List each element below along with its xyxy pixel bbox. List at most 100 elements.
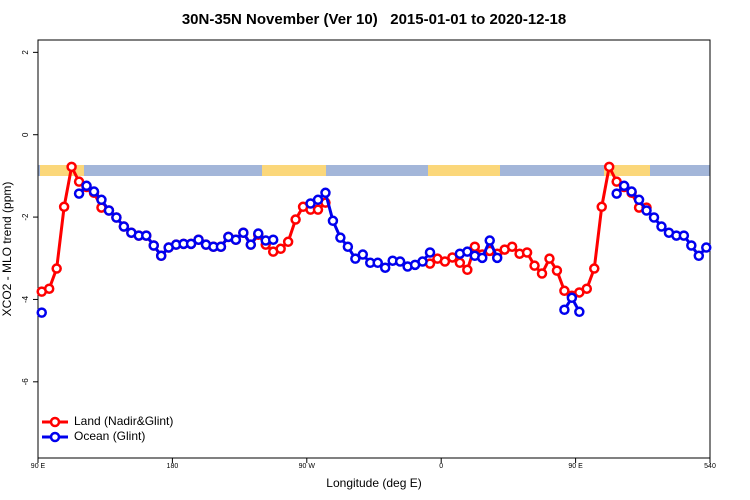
point xyxy=(73,188,85,199)
point xyxy=(536,268,548,279)
point xyxy=(701,242,712,253)
point xyxy=(506,241,518,252)
point xyxy=(379,262,391,273)
point xyxy=(633,194,645,206)
point xyxy=(544,253,555,264)
point xyxy=(394,256,406,267)
point xyxy=(245,239,257,250)
point xyxy=(462,246,473,257)
mask-land xyxy=(428,165,500,176)
point xyxy=(566,292,578,304)
point xyxy=(618,180,630,192)
point xyxy=(141,230,152,241)
point xyxy=(148,240,159,251)
chart-title: 30N-35N November (Ver 10) 2015-01-01 to … xyxy=(182,11,566,28)
point xyxy=(559,285,570,297)
point xyxy=(275,243,286,255)
point xyxy=(589,263,600,274)
point xyxy=(88,186,100,197)
point xyxy=(342,241,354,252)
point xyxy=(424,247,436,258)
x-tick-label: 180 xyxy=(167,463,179,470)
point xyxy=(574,306,585,318)
y-tick-label: -6 xyxy=(21,378,30,386)
point xyxy=(462,264,473,276)
y-axis-label: XCO2 - MLO trend (ppm) xyxy=(0,182,14,317)
point xyxy=(290,214,301,225)
point xyxy=(96,194,107,206)
point xyxy=(611,176,622,187)
point xyxy=(66,161,77,173)
point xyxy=(36,307,47,318)
point xyxy=(454,257,466,269)
point xyxy=(58,201,70,213)
point xyxy=(312,194,324,206)
point xyxy=(51,263,62,274)
x-axis-label: Longitude (deg E) xyxy=(326,476,421,490)
point xyxy=(238,227,249,238)
x-tick-label: 0 xyxy=(439,463,443,470)
mask-land xyxy=(262,165,326,176)
point xyxy=(372,257,383,269)
point xyxy=(43,283,55,294)
point xyxy=(603,161,615,173)
mask-land xyxy=(40,165,84,176)
point xyxy=(596,201,607,213)
point xyxy=(253,228,264,239)
point xyxy=(230,234,242,245)
point xyxy=(521,247,533,258)
point xyxy=(693,250,705,262)
x-tick-label: 90 W xyxy=(299,463,316,470)
point xyxy=(477,252,488,264)
point xyxy=(103,205,115,216)
point xyxy=(417,256,428,267)
point xyxy=(185,238,197,250)
point xyxy=(648,212,660,223)
point xyxy=(81,180,92,192)
point xyxy=(73,176,85,187)
point xyxy=(155,250,167,262)
mask-land xyxy=(604,165,650,176)
point xyxy=(327,215,339,227)
y-tick-label: -4 xyxy=(21,295,30,303)
point xyxy=(551,265,563,276)
point xyxy=(581,283,593,294)
land-mask xyxy=(38,165,710,176)
y-tick-label: 2 xyxy=(21,50,30,55)
point xyxy=(656,221,667,232)
point xyxy=(439,256,451,267)
point xyxy=(111,212,122,223)
point xyxy=(350,253,361,264)
point xyxy=(626,186,637,197)
point xyxy=(611,188,622,199)
y-tick-label: -2 xyxy=(21,213,30,221)
legend-marker xyxy=(49,416,61,428)
point xyxy=(357,249,369,260)
point xyxy=(118,221,130,232)
point xyxy=(491,252,503,264)
point xyxy=(282,236,294,248)
legend-label: Land (Nadir&Glint) xyxy=(74,414,173,428)
point xyxy=(193,234,204,245)
point xyxy=(678,230,690,241)
x-tick-label: 90 E xyxy=(568,463,583,470)
x-tick-label: 90 E xyxy=(31,463,46,470)
point xyxy=(686,240,697,251)
point xyxy=(320,187,331,199)
legend-marker xyxy=(49,431,61,443)
point xyxy=(267,234,279,245)
point xyxy=(641,205,652,216)
legend: Land (Nadir&Glint)Ocean (Glint) xyxy=(42,414,173,443)
point xyxy=(215,241,227,252)
y-tick-label: 0 xyxy=(21,132,30,137)
point xyxy=(484,235,495,246)
mask-ocean xyxy=(38,165,710,176)
point xyxy=(559,304,570,315)
x-tick-label: 540 xyxy=(704,463,716,470)
point xyxy=(335,232,346,243)
legend-label: Ocean (Glint) xyxy=(74,429,145,443)
point xyxy=(529,260,540,271)
point xyxy=(312,204,324,215)
